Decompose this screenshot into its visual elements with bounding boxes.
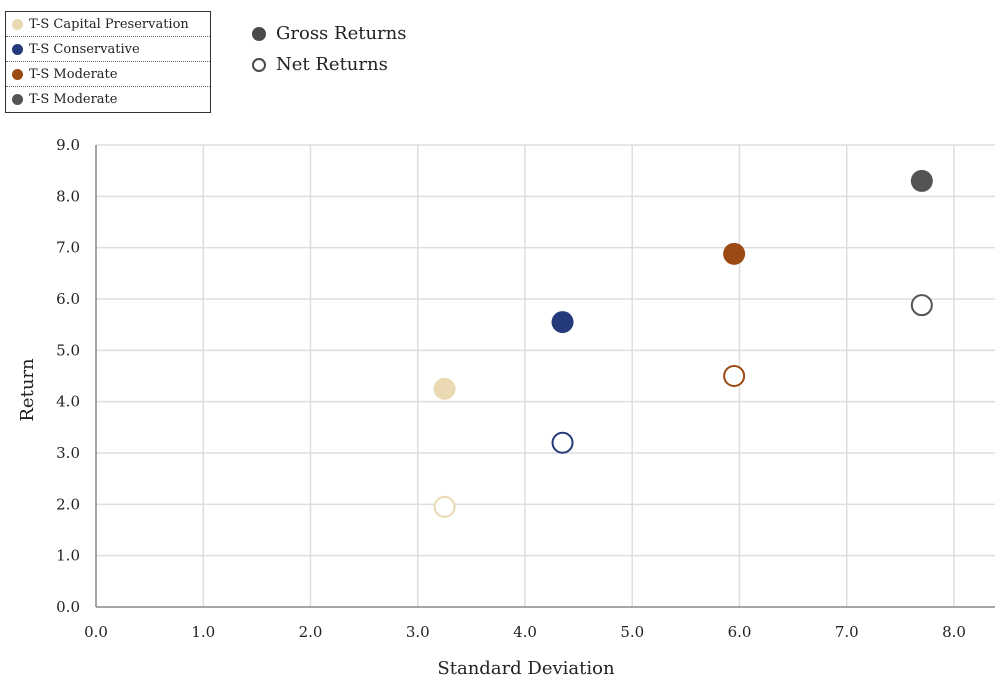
y-tick-label: 4.0 <box>56 393 80 411</box>
legend-item-net: Net Returns <box>252 49 406 80</box>
x-tick-label: 8.0 <box>942 623 966 641</box>
legend-item: T-S Moderate <box>6 62 210 87</box>
x-tick-label: 0.0 <box>84 623 108 641</box>
y-tick-label: 3.0 <box>56 444 80 462</box>
grid <box>96 145 995 607</box>
legend-item-gross: Gross Returns <box>252 18 406 49</box>
filled-circle-icon <box>252 27 266 41</box>
y-tick-label: 0.0 <box>56 598 80 616</box>
data-point-net <box>553 433 573 453</box>
return-type-legend: Gross Returns Net Returns <box>252 18 406 80</box>
legend-marker <box>12 94 23 105</box>
legend-label: Net Returns <box>276 54 388 75</box>
x-tick-label: 7.0 <box>835 623 859 641</box>
legend-item: T-S Capital Preservation <box>6 12 210 37</box>
x-tick-label: 1.0 <box>191 623 215 641</box>
data-points <box>434 170 933 517</box>
legend-label: Gross Returns <box>276 23 406 44</box>
x-tick-label: 2.0 <box>299 623 323 641</box>
legend-label: T-S Capital Preservation <box>29 17 189 32</box>
x-tick-label: 3.0 <box>406 623 430 641</box>
series-legend: T-S Capital Preservation T-S Conservativ… <box>5 11 211 113</box>
data-point-net <box>724 366 744 386</box>
y-tick-label: 1.0 <box>56 547 80 565</box>
axes <box>96 145 995 607</box>
legend-label: T-S Conservative <box>29 42 140 57</box>
y-axis-label: Return <box>17 358 38 422</box>
legend-marker <box>12 19 23 30</box>
data-point-gross <box>552 311 574 333</box>
data-point-gross <box>723 243 745 265</box>
data-point-net <box>912 295 932 315</box>
y-tick-label: 5.0 <box>56 341 80 359</box>
tick-labels: 0.0 1.0 2.0 3.0 4.0 5.0 6.0 7.0 8.0 9.0 0.0 1.0 2.0 3… <box>56 136 966 641</box>
data-point-gross <box>911 170 933 192</box>
x-tick-label: 5.0 <box>620 623 644 641</box>
y-tick-label: 2.0 <box>56 495 80 513</box>
legend-marker <box>12 69 23 80</box>
legend-item: T-S Moderate <box>6 87 210 112</box>
y-tick-label: 7.0 <box>56 239 80 257</box>
legend-label: T-S Moderate <box>29 67 117 82</box>
x-axis-label: Standard Deviation <box>437 658 615 675</box>
legend-marker <box>12 44 23 55</box>
y-tick-label: 9.0 <box>56 136 80 154</box>
hollow-circle-icon <box>252 58 266 72</box>
x-tick-label: 6.0 <box>728 623 752 641</box>
y-tick-label: 6.0 <box>56 290 80 308</box>
legend-label: T-S Moderate <box>29 92 117 107</box>
legend-item: T-S Conservative <box>6 37 210 62</box>
y-tick-label: 8.0 <box>56 187 80 205</box>
x-tick-label: 4.0 <box>513 623 537 641</box>
data-point-net <box>435 497 455 517</box>
data-point-gross <box>434 378 456 400</box>
